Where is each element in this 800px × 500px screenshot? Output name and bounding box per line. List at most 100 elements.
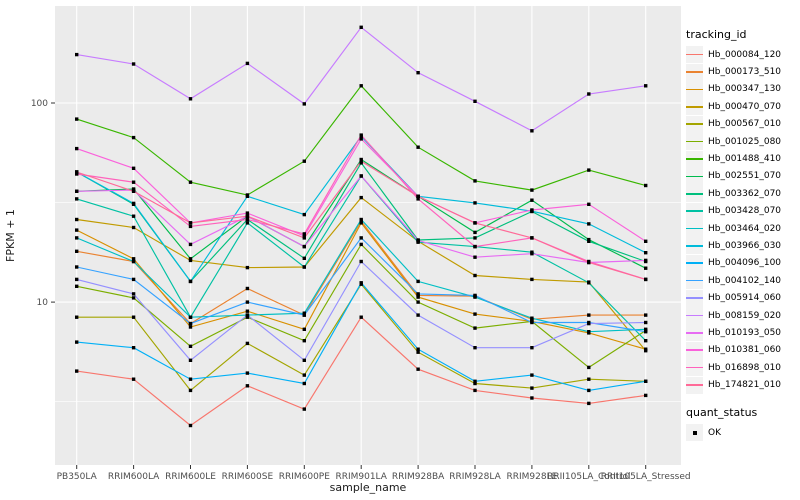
point-marker <box>530 277 534 282</box>
point-marker <box>302 102 306 106</box>
point-marker <box>587 330 591 334</box>
point-marker <box>473 346 477 350</box>
legend-entry-label: Hb_002551_070 <box>708 171 782 182</box>
point-marker <box>416 279 420 284</box>
legend-entry: Hb_000084_120 <box>686 46 798 64</box>
series-color-line-icon <box>686 366 703 369</box>
point-marker <box>587 239 591 243</box>
legend-key-line-icon <box>686 272 703 290</box>
point-marker <box>131 180 136 184</box>
series-color-line-icon <box>686 349 703 352</box>
point-marker <box>302 236 306 240</box>
legend-entry: Hb_004096_100 <box>686 254 798 272</box>
point-marker <box>188 358 193 362</box>
legend-entry-label: Hb_016898_010 <box>708 362 782 373</box>
legend-entry: Hb_008159_020 <box>686 307 798 325</box>
point-marker <box>359 133 363 137</box>
point-marker <box>644 239 648 243</box>
point-marker <box>644 251 648 255</box>
point-marker <box>245 371 250 375</box>
point-marker <box>416 194 420 198</box>
point-marker <box>530 236 534 240</box>
series-color-line-icon <box>686 210 703 212</box>
point-marker <box>245 221 250 225</box>
point-marker <box>359 174 363 178</box>
point-marker <box>644 327 648 331</box>
point-marker <box>587 313 591 317</box>
point-marker <box>587 237 591 242</box>
point-marker <box>473 99 477 103</box>
point-marker <box>188 242 193 247</box>
x-tick-label: RRIM901LA <box>335 472 387 482</box>
point-marker <box>359 25 363 29</box>
point-marker <box>473 312 477 316</box>
point-marker <box>75 315 79 319</box>
point-marker <box>131 135 136 140</box>
series-color-line-icon <box>686 88 703 91</box>
x-tick-label: RRIM600SE <box>222 472 274 482</box>
legend-entry-label: Hb_000567_010 <box>708 119 782 130</box>
series-color-line-icon <box>686 158 703 160</box>
point-marker <box>587 222 591 226</box>
point-marker <box>75 117 79 121</box>
point-marker <box>644 266 648 270</box>
point-marker <box>587 365 591 370</box>
point-marker <box>644 313 648 317</box>
point-marker <box>302 256 306 260</box>
legend-key-line-icon <box>686 98 703 116</box>
y-axis-title: FPKM + 1 <box>4 209 17 262</box>
point-marker <box>587 281 591 285</box>
series-color-line-icon <box>686 71 703 73</box>
legend-entry-label: Hb_004102_140 <box>708 275 782 286</box>
point-marker <box>587 377 591 381</box>
point-marker <box>473 244 477 249</box>
legend-entry-label: Hb_010381_060 <box>708 345 782 356</box>
legend-entry: Hb_005914_060 <box>686 289 798 307</box>
legend-entry: Hb_016898_010 <box>686 359 798 377</box>
point-marker <box>75 146 79 151</box>
point-marker <box>359 221 363 225</box>
series-color-line-icon <box>686 332 703 334</box>
legend-entry-label: Hb_004096_100 <box>708 258 782 269</box>
point-marker <box>530 316 534 320</box>
point-marker <box>359 259 363 264</box>
legend-title-quant-status: quant_status <box>686 405 758 419</box>
point-marker <box>359 281 363 285</box>
point-marker <box>359 242 363 247</box>
point-marker <box>587 321 591 326</box>
point-marker <box>75 265 79 269</box>
point-marker <box>188 257 193 261</box>
point-marker <box>473 201 477 205</box>
series-color-line-icon <box>686 279 703 282</box>
point-marker <box>188 97 193 101</box>
legend-entry: Hb_003362_070 <box>686 185 798 203</box>
point-marker <box>644 349 648 353</box>
point-marker <box>644 183 648 188</box>
x-tick-label: RRIM600LE <box>165 472 216 482</box>
legend-key-line-icon <box>686 220 703 238</box>
point-marker <box>416 295 420 299</box>
series-color-line-icon <box>686 314 703 317</box>
point-marker <box>473 255 477 259</box>
legend-key-line-icon <box>686 307 703 325</box>
legend-entry-label: Hb_003428_070 <box>708 206 782 217</box>
point-marker <box>75 170 79 174</box>
legend-quant-entries: OK <box>686 424 798 441</box>
legend-entry: Hb_003464_020 <box>686 220 798 238</box>
point-marker <box>530 188 534 192</box>
legend-entry-label: Hb_000084_120 <box>708 49 782 60</box>
legend-key-line-icon <box>686 167 703 185</box>
point-marker <box>75 228 79 232</box>
legend-title-tracking-id: tracking_id <box>686 28 747 41</box>
series-color-line-icon <box>686 105 703 108</box>
legend-key-line-icon <box>686 133 703 151</box>
point-marker <box>131 189 136 193</box>
point-marker <box>644 393 648 398</box>
point-marker <box>75 197 79 201</box>
point-marker <box>75 340 79 344</box>
legend-entry-label: Hb_005914_060 <box>708 293 782 304</box>
point-marker <box>473 273 477 278</box>
point-marker <box>359 195 363 200</box>
point-marker <box>302 212 306 217</box>
series-color-line-icon <box>686 53 703 56</box>
